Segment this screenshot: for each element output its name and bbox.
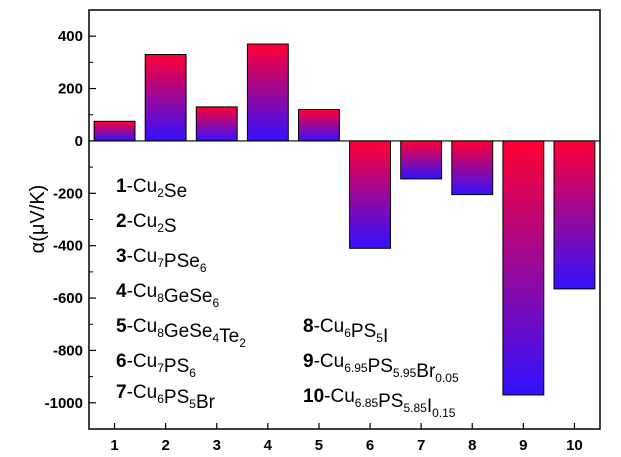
bar-10 xyxy=(553,140,596,290)
bar-5 xyxy=(298,109,340,142)
bar-9 xyxy=(502,140,545,396)
bar-8 xyxy=(451,140,494,196)
bar-6 xyxy=(349,140,391,249)
y-tick-label--600: -600 xyxy=(53,290,83,307)
legend-item-9: 9-Cu6.95PS5.95Br0.05 xyxy=(303,351,459,385)
legend-item-10: 10-Cu6.85PS5.85I0.15 xyxy=(303,386,456,420)
bar-3 xyxy=(195,106,238,142)
y-axis-label: α(μV/K) xyxy=(27,185,49,254)
y-axis: 400 200 0 -200 -400 -600 -800 -1000 xyxy=(45,28,96,412)
x-tick-label-6: 6 xyxy=(366,437,374,454)
bar-7 xyxy=(400,140,443,180)
x-tick-label-5: 5 xyxy=(315,437,323,454)
legend-item-7: 7-Cu6PS5Br xyxy=(116,382,216,413)
legend-item-8: 8-Cu6PS5I xyxy=(303,316,388,347)
y-tick-label-400: 400 xyxy=(58,28,83,45)
y-tick-label--1000: -1000 xyxy=(45,395,83,412)
x-tick-label-9: 9 xyxy=(519,437,527,454)
x-tick-label-3: 3 xyxy=(213,437,221,454)
bar-1 xyxy=(93,120,136,142)
bar-2 xyxy=(144,54,187,142)
legend-item-1: 1-Cu2Se xyxy=(116,176,187,202)
legend-item-2: 2-Cu2S xyxy=(116,211,177,237)
x-tick-label-7: 7 xyxy=(417,437,425,454)
legend-item-3: 3-Cu7PSe6 xyxy=(116,246,207,275)
x-tick-label-1: 1 xyxy=(110,437,118,454)
y-tick-label--200: -200 xyxy=(53,185,83,202)
bar-4 xyxy=(246,43,289,142)
y-tick-label-200: 200 xyxy=(58,81,83,98)
x-tick-label-10: 10 xyxy=(566,437,583,454)
y-tick-label--800: -800 xyxy=(53,342,83,359)
bars-layer xyxy=(93,43,596,396)
x-axis: 1 2 3 4 5 6 7 8 9 10 xyxy=(110,423,583,454)
legend-item-5: 5-Cu8GeSe4Te2 xyxy=(116,316,246,350)
x-tick-label-4: 4 xyxy=(264,437,273,454)
y-tick-label--400: -400 xyxy=(53,238,83,255)
y-tick-label-0: 0 xyxy=(75,133,83,150)
legend-item-6: 6-Cu7PS6 xyxy=(116,351,196,380)
x-tick-label-8: 8 xyxy=(468,437,476,454)
legend: 1-Cu2Se 2-Cu2S 3-Cu7PSe6 4-Cu8GeSe6 5-Cu8GeS… xyxy=(116,176,459,420)
legend-item-4: 4-Cu8GeSe6 xyxy=(116,281,219,310)
x-tick-label-2: 2 xyxy=(161,437,169,454)
